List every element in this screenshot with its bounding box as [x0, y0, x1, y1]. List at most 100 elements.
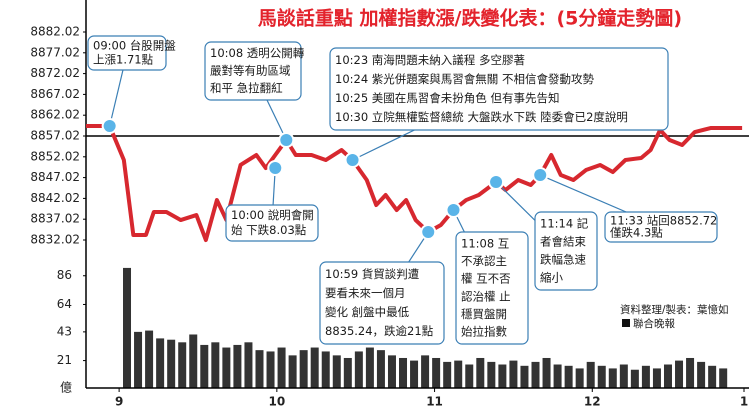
annotation-text: 10:24 紫光併題案與馬習會無關 不相信會發動攻勢	[335, 72, 594, 86]
volume-bar	[553, 364, 562, 388]
volume-bar	[277, 347, 286, 388]
volume-bar	[134, 331, 143, 388]
y-tick-label: 8852.02	[30, 149, 80, 163]
volume-bar	[597, 365, 606, 388]
volume-bar	[520, 365, 529, 388]
marker	[267, 160, 284, 177]
marker	[278, 131, 295, 148]
annotation-text: 10:25 美國在馬習會未扮角色 但有事先告知	[335, 91, 559, 105]
volume-bar	[608, 368, 617, 388]
volume-bar	[487, 361, 496, 388]
volume-bar	[299, 350, 308, 388]
y-tick-label: 8862.02	[30, 108, 80, 122]
annotation-box	[87, 35, 167, 71]
annotation-text: 10:00 說明會開	[231, 208, 314, 222]
annotation-text: 縮小	[540, 271, 563, 285]
annotation-text: 10:23 南海問題未納入議程 多空膠著	[335, 53, 525, 67]
annotation-box	[225, 204, 319, 242]
annotation-text: 09:00 台股開盤	[93, 39, 176, 53]
volume-bar	[156, 338, 165, 388]
annotation-text: 權 互不否	[461, 272, 511, 286]
volume-bar	[586, 361, 595, 388]
volume-bar	[465, 364, 474, 388]
annotation-text: 穩買盤開	[461, 307, 507, 321]
publisher-note: 聯合晚報	[633, 317, 675, 330]
marker	[445, 202, 462, 219]
annotation-box	[604, 211, 718, 243]
annotation-text: 認治權 止	[461, 289, 511, 303]
y-tick-label: 8877.02	[30, 45, 80, 59]
y-tick-label: 8867.02	[30, 87, 80, 101]
annotation-text: 10:08 透明公開轉	[210, 46, 305, 60]
annotation-text: 者會結束	[540, 235, 586, 249]
annotation-box	[534, 211, 598, 291]
volume-bar	[255, 350, 264, 388]
annotation-box	[455, 231, 529, 345]
volume-bar	[697, 361, 706, 388]
y-tick-label: 8872.02	[30, 66, 80, 80]
volume-bar	[244, 342, 253, 388]
annotation-text: 要看未來一個月	[325, 286, 406, 300]
volume-bar	[387, 355, 396, 388]
y-tick-label: 8882.02	[30, 25, 80, 39]
x-tick-label: 12	[584, 395, 601, 409]
volume-bar	[145, 330, 154, 388]
volume-bar	[476, 357, 485, 388]
volume-bar	[509, 360, 518, 388]
annotation-text: 10:30 立院無權監督總統 大盤跌水下跌 陸委會已2度說明	[335, 110, 628, 124]
volume-bar	[630, 369, 639, 388]
annotation-text: 11:08 互	[461, 236, 509, 250]
volume-bar	[675, 360, 684, 388]
volume-bar	[288, 355, 297, 388]
volume-bar	[564, 365, 573, 388]
annotation-text: 和平 急拉翻紅	[210, 81, 283, 95]
volume-bar	[376, 350, 385, 388]
volume-bar	[266, 351, 275, 388]
x-tick-label: 10	[268, 395, 285, 409]
annotation-box	[319, 261, 445, 345]
annotation-text: 上漲1.71點	[93, 53, 154, 67]
y-tick-label: 8857.02	[30, 129, 80, 143]
logo-square	[622, 319, 630, 327]
annotation-text: 不承認主	[461, 254, 507, 268]
y-tick-label: 86	[57, 268, 72, 282]
annotation-text: 始拉指數	[461, 325, 507, 339]
annotation-text: 10:59 貨貿談判遭	[325, 267, 420, 281]
volume-bar	[641, 365, 650, 388]
volume-bar	[332, 355, 341, 388]
volume-bar	[443, 361, 452, 388]
volume-bar	[619, 364, 628, 388]
volume-bar	[575, 368, 584, 388]
volume-bar	[343, 357, 352, 388]
volume-bar	[708, 365, 717, 388]
annotation-text: 嚴對等有助區域	[210, 64, 291, 78]
volume-bar	[531, 361, 540, 388]
volume-bar	[542, 357, 551, 388]
y-tick-label: 43	[57, 324, 72, 338]
x-tick-label: 11	[426, 395, 443, 409]
annotation-text: 8835.24，跌逾21點	[325, 324, 434, 338]
volume-bar	[410, 360, 419, 388]
y-tick-label: 8847.02	[30, 170, 80, 184]
volume-bar	[123, 267, 132, 388]
y-axis-unit: 億	[60, 381, 72, 395]
volume-bar	[200, 344, 209, 388]
volume-bar	[454, 360, 463, 388]
volume-bar	[399, 357, 408, 388]
marker	[344, 152, 361, 169]
volume-bar	[233, 344, 242, 388]
volume-bar	[222, 347, 231, 388]
y-tick-label: 8842.02	[30, 191, 80, 205]
chart-title: 馬談話重點 加權指數漲/跌變化表：(5分鐘走勢圖)	[258, 7, 682, 30]
marker	[420, 224, 437, 241]
annotation-text: 始 下跌8.03點	[231, 223, 307, 237]
source-note: 資料整理/製表：葉憶如	[620, 303, 729, 316]
volume-bar	[498, 364, 507, 388]
x-tick-label: 9	[115, 395, 123, 409]
volume-bar	[421, 355, 430, 388]
volume-bar	[321, 351, 330, 388]
index-line	[86, 124, 743, 242]
marker	[488, 174, 505, 191]
annotation-text: 11:14 記	[540, 217, 589, 231]
